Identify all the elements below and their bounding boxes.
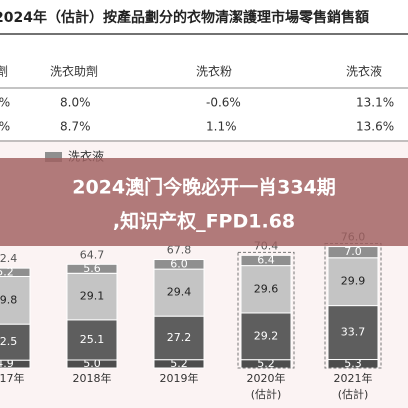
bar-segment bbox=[66, 319, 118, 361]
bar-segment bbox=[0, 275, 31, 325]
value-label: 29.4 bbox=[167, 286, 192, 299]
table-header: 洗衣劑 bbox=[0, 64, 8, 79]
value-label: 6.0 bbox=[170, 257, 188, 270]
title: 2024年（估計）按產品劃分的衣物清潔護理市場零售銷售額 bbox=[0, 9, 369, 26]
estimate-note: (估計) bbox=[251, 387, 282, 401]
value-label: 5.2 bbox=[0, 265, 14, 278]
bar-segment bbox=[66, 263, 118, 274]
bar-segment bbox=[240, 312, 292, 361]
value-label: 25.1 bbox=[80, 333, 105, 346]
x-label: 2017年 bbox=[0, 371, 25, 385]
value-label: 29.2 bbox=[254, 329, 279, 342]
value-label: 27.2 bbox=[167, 331, 192, 344]
table-cell: 8.7% bbox=[60, 120, 91, 134]
value-label: 29.1 bbox=[80, 290, 105, 303]
overlay-band bbox=[0, 158, 408, 246]
estimate-outline bbox=[237, 251, 295, 369]
value-label: 5.6 bbox=[83, 262, 101, 275]
table-header: 洗衣助劑 bbox=[50, 64, 98, 79]
bar-segment bbox=[66, 272, 118, 321]
total-label: 67.8 bbox=[167, 244, 192, 257]
bar-segment bbox=[153, 315, 205, 361]
x-label: 2018年 bbox=[73, 371, 112, 385]
table-cell: 12.2% bbox=[0, 96, 10, 110]
table-cell: 13.6% bbox=[356, 120, 394, 134]
value-label: 33.7 bbox=[341, 326, 366, 339]
total-label: 64.7 bbox=[80, 248, 105, 261]
legend-swatch bbox=[45, 152, 62, 162]
table-cell: 13.1% bbox=[356, 96, 394, 110]
value-label: 22.5 bbox=[0, 335, 17, 348]
table-cell: -0.6% bbox=[206, 96, 241, 110]
total-label: 62.4 bbox=[0, 252, 17, 265]
table-cell: 12.7% bbox=[0, 120, 10, 134]
value-label: 29.9 bbox=[341, 275, 366, 288]
x-label: 2021年 bbox=[334, 371, 373, 385]
bar-segment bbox=[0, 323, 31, 361]
table-cell: 1.1% bbox=[206, 120, 237, 134]
bar-segment bbox=[153, 259, 205, 270]
value-label: 6.4 bbox=[257, 253, 275, 266]
value-label: 29.6 bbox=[254, 282, 279, 295]
value-label: 29.8 bbox=[0, 293, 17, 306]
bar-segment bbox=[240, 265, 292, 314]
table-cell: 8.0% bbox=[60, 96, 91, 110]
overlay-text: 2024澳门今晚必开一肖334期 bbox=[72, 176, 336, 199]
x-label: 2020年 bbox=[247, 371, 286, 385]
estimate-note: (估計) bbox=[338, 387, 369, 401]
overlay-text: ,知识产权_FPD1.68 bbox=[113, 210, 295, 233]
bar-segment bbox=[153, 268, 205, 317]
table-header: 洗衣液 bbox=[346, 64, 382, 79]
bar-segment bbox=[240, 254, 292, 267]
bar-segment bbox=[327, 246, 379, 259]
table-header: 洗衣粉 bbox=[196, 64, 232, 79]
x-label: 2019年 bbox=[160, 371, 199, 385]
bar-segment bbox=[0, 267, 31, 277]
value-label: 7.0 bbox=[344, 245, 362, 258]
